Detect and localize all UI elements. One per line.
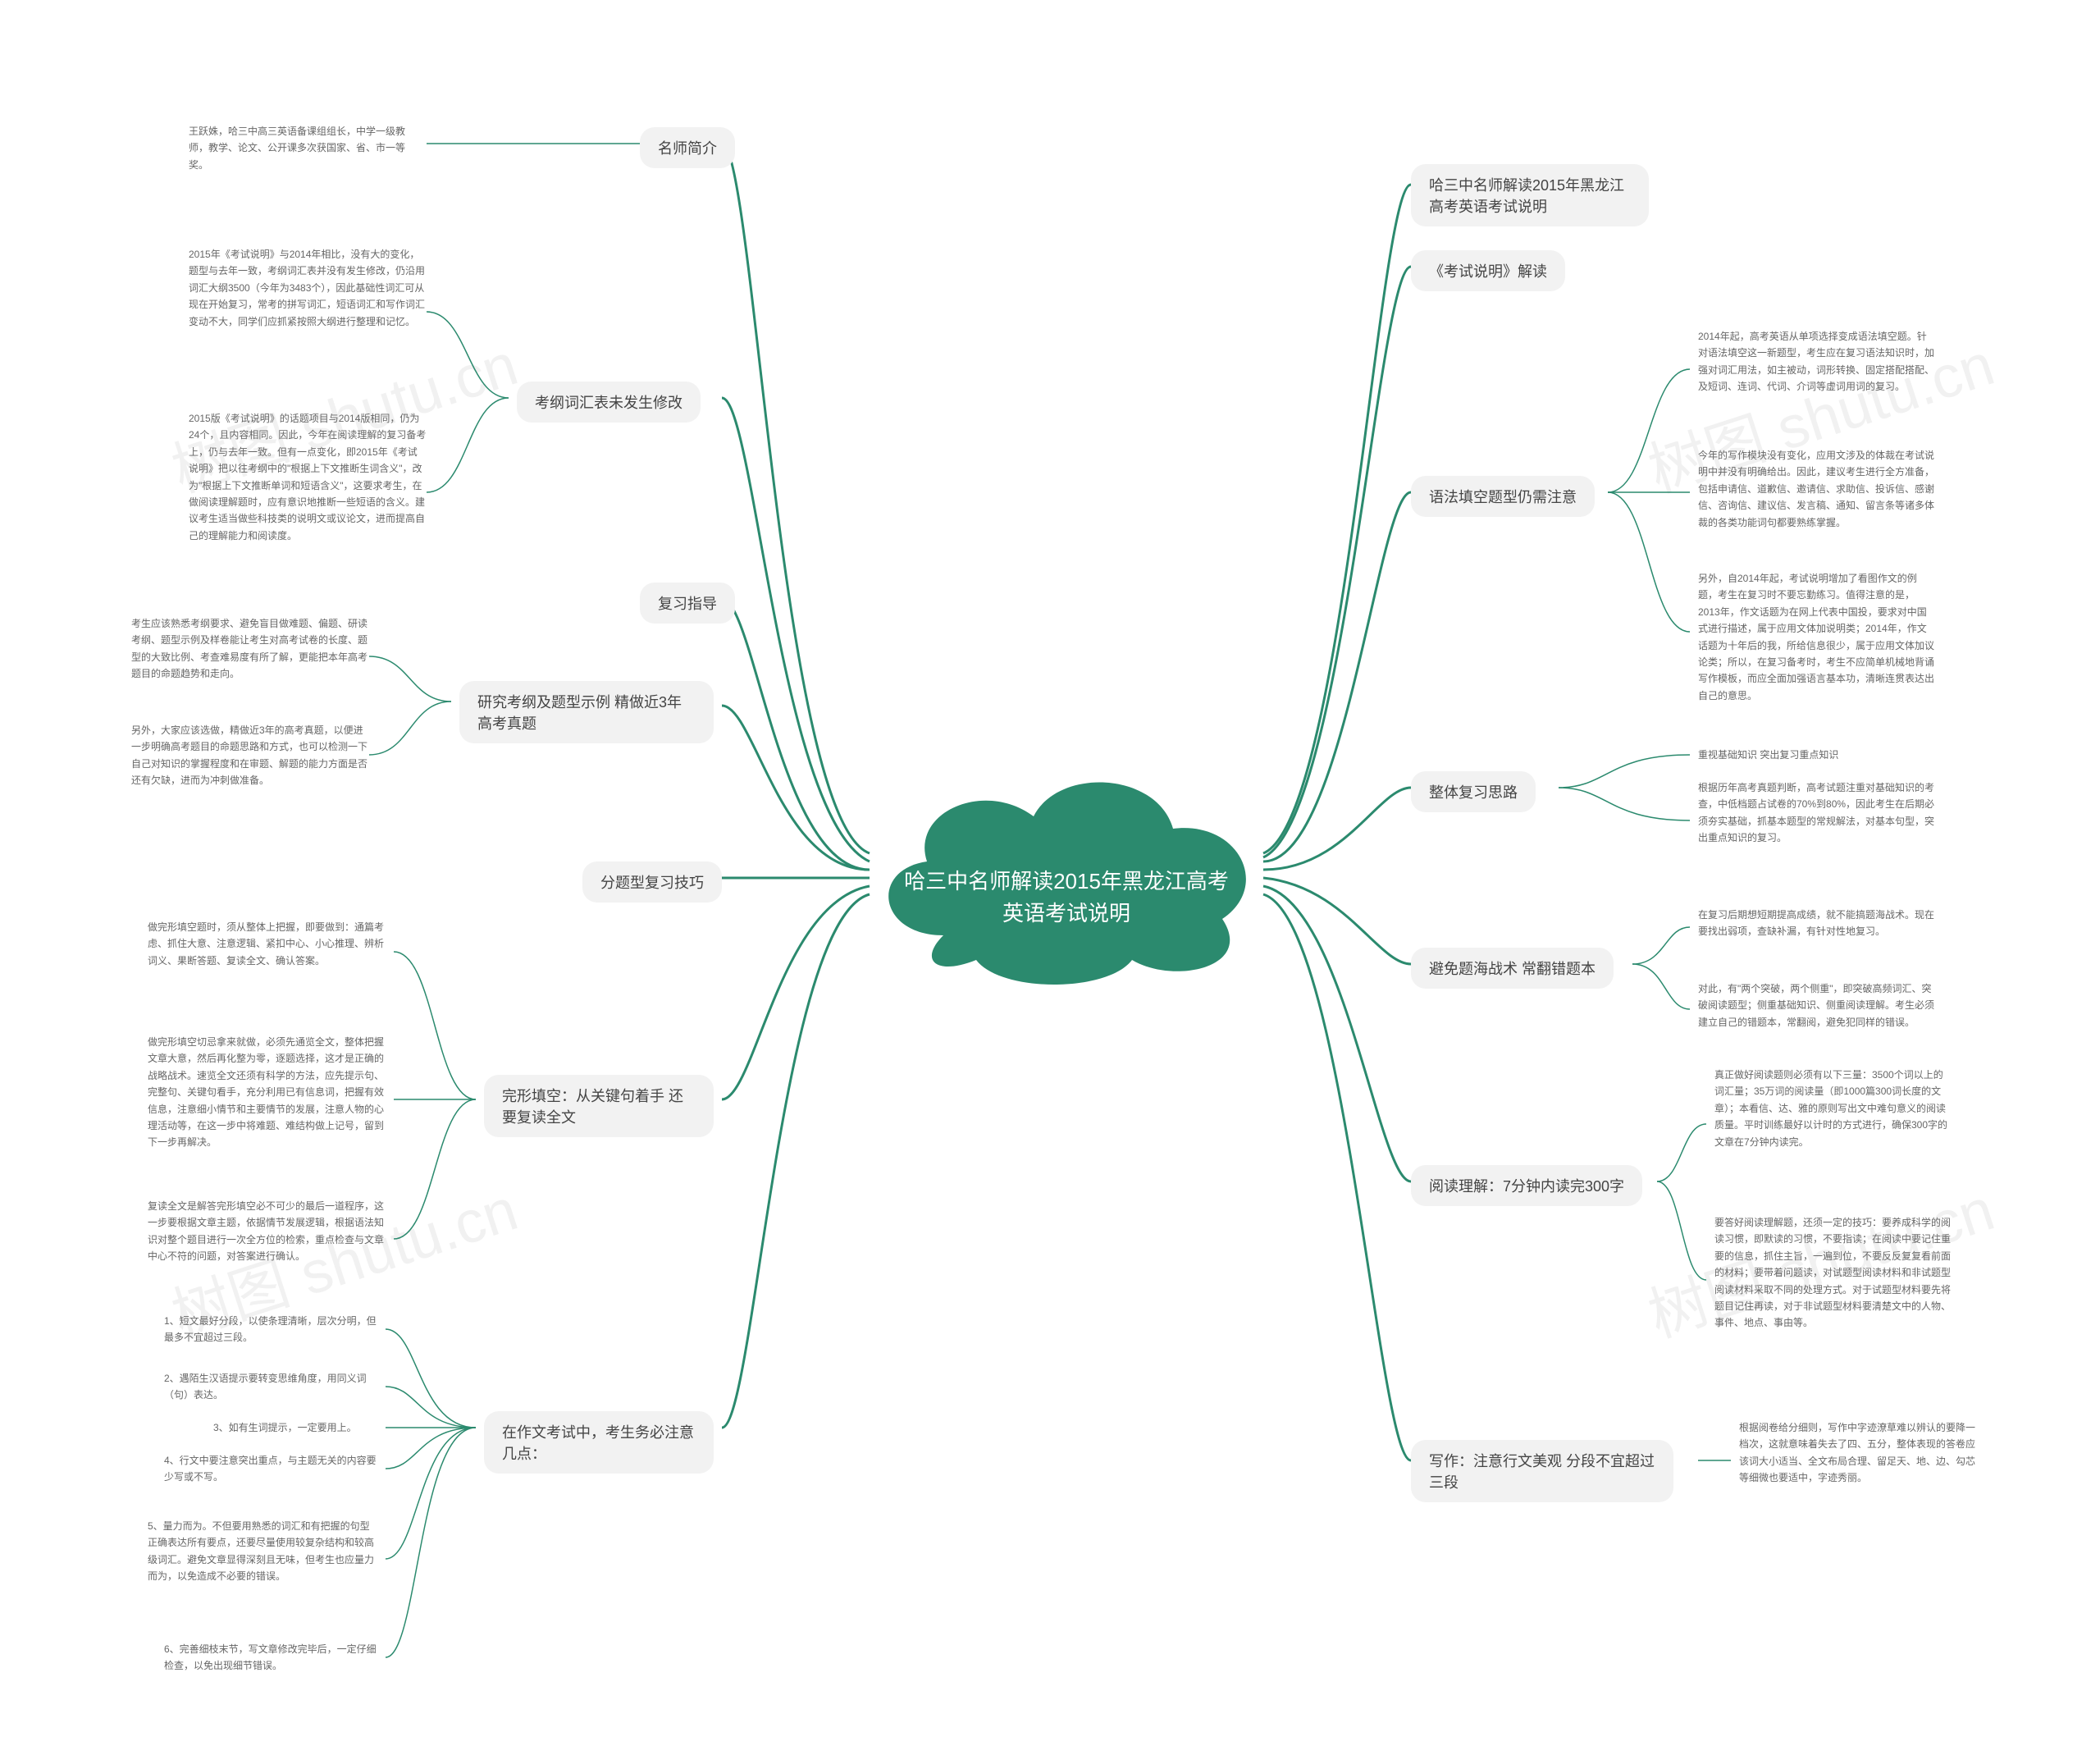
- node-r4: 整体复习思路: [1411, 771, 1536, 812]
- sub-l2b: [427, 398, 509, 492]
- leaf-essay1: 1、短文最好分段，以使条理清晰，层次分明，但最多不宜超过三段。: [164, 1313, 377, 1346]
- leaf-r3a: 2014年起，高考英语从单项选择变成语法填空题。针对语法填空这一新题型，考生应在…: [1698, 328, 1936, 395]
- leaf-essay6: 6、完善细枝末节，写文章修改完毕后，一定仔细检查，以免出现细节错误。: [164, 1641, 377, 1675]
- sub-r6a: [1657, 1124, 1706, 1181]
- node-r1: 哈三中名师解读2015年黑龙江高考英语考试说明: [1411, 164, 1649, 226]
- leaf-r6a: 真正做好阅读题则必须有以下三量：3500个词以上的词汇量；35万词的阅读量（即1…: [1714, 1067, 1952, 1150]
- leaf-r7a: 根据阅卷给分细则，写作中字迹潦草难以辨认的要降一档次，这就意味着失去了四、五分，…: [1739, 1419, 1977, 1487]
- sub-l2a: [427, 312, 509, 398]
- sub-l4b: [369, 701, 451, 755]
- leaf-cloze2: 做完形填空切忌拿来就做，必须先通览全文，整体把握文章大意，然后再化整为零，逐题选…: [148, 1034, 386, 1151]
- leaf-cloze3: 复读全文是解答完形填空必不可少的最后一道程序，这一步要根据文章主题，依据情节发展…: [148, 1198, 386, 1265]
- sub-l7a: [386, 1329, 476, 1428]
- node-r2: 《考试说明》解读: [1411, 250, 1565, 291]
- node-study-outline: 研究考纲及题型示例 精做近3年高考真题: [459, 681, 714, 743]
- node-teacher-intro: 名师简介: [640, 127, 735, 168]
- branch-r4: [1263, 788, 1411, 870]
- leaf-r4b: 根据历年高考真题判断，高考试题注重对基础知识的考查，中低档题占试卷的70%到80…: [1698, 779, 1936, 847]
- leaf-r3b: 今年的写作模块没有变化，应用文涉及的体裁在考试说明中并没有明确给出。因此，建议考…: [1698, 447, 1936, 531]
- center-title: 哈三中名师解读2015年黑龙江高考英语考试说明: [902, 866, 1230, 930]
- leaf-cloze1: 做完形填空题时，须从整体上把握，即要做到：通篇考虑、抓住大意、注意逻辑、紧扣中心…: [148, 919, 386, 969]
- sub-l6c: [394, 1099, 476, 1239]
- branch-r6: [1263, 886, 1411, 1181]
- leaf-essay2: 2、遇陌生汉语提示要转变思维角度，用同义词（句）表达。: [164, 1370, 377, 1404]
- sub-l7d: [386, 1428, 476, 1469]
- branch-l1: [722, 144, 870, 853]
- leaf-r3c: 另外，自2014年起，考试说明增加了看图作文的例题，考生在复习时不要忘勤练习。值…: [1698, 570, 1936, 704]
- leaf-essay5: 5、量力而为。不但要用熟悉的词汇和有把握的句型正确表达所有要点，还要尽量使用较复…: [148, 1518, 377, 1585]
- node-vocab: 考纲词汇表未发生修改: [517, 382, 701, 423]
- branch-l7: [722, 894, 870, 1428]
- sub-r5b: [1632, 964, 1690, 1009]
- node-question-type: 分题型复习技巧: [582, 861, 722, 903]
- leaf-essay4: 4、行文中要注意突出重点，与主题无关的内容要少写或不写。: [164, 1452, 377, 1486]
- sub-l7e: [386, 1428, 476, 1559]
- branch-r3: [1263, 492, 1411, 861]
- sub-r6b: [1657, 1181, 1706, 1280]
- center-node: 哈三中名师解读2015年黑龙江高考英语考试说明: [853, 755, 1280, 993]
- leaf-outline2: 另外，大家应该选做，精做近3年的高考真题，以便进一步明确高考题目的命题思路和方式…: [131, 722, 369, 789]
- leaf-r5a: 在复习后期想短期提高成绩，就不能搞题海战术。现在要找出弱项，查缺补漏，有针对性地…: [1698, 907, 1936, 940]
- leaf-r4a: 重视基础知识 突出复习重点知识: [1698, 747, 1936, 763]
- sub-l4a: [369, 656, 451, 701]
- node-r3: 语法填空题型仍需注意: [1411, 476, 1595, 517]
- sub-l7b: [386, 1387, 476, 1428]
- sub-l7f: [386, 1428, 476, 1657]
- sub-r4b: [1559, 788, 1690, 820]
- sub-r3a: [1608, 369, 1690, 492]
- node-r5: 避免题海战术 常翻错题本: [1411, 948, 1614, 989]
- sub-r4a: [1559, 755, 1690, 788]
- leaf-vocab2: 2015版《考试说明》的话题项目与2014版相同，仍为24个，且内容相同。因此，…: [189, 410, 427, 544]
- branch-r5: [1263, 878, 1411, 964]
- branch-l6: [722, 886, 870, 1099]
- node-review-guide: 复习指导: [640, 583, 735, 624]
- node-r6: 阅读理解：7分钟内读完300字: [1411, 1165, 1642, 1206]
- branch-l4: [722, 706, 870, 870]
- branch-r2: [1263, 267, 1411, 857]
- leaf-r6b: 要答好阅读理解题，还须一定的技巧：要养成科学的阅读习惯，即默读的习惯，不要指读；…: [1714, 1214, 1952, 1332]
- branch-l3: [722, 599, 870, 870]
- sub-l6a: [394, 952, 476, 1099]
- branch-r1: [1263, 185, 1411, 853]
- branch-l2: [722, 398, 870, 861]
- sub-r3c: [1608, 492, 1690, 632]
- branch-r7: [1263, 894, 1411, 1460]
- leaf-vocab1: 2015年《考试说明》与2014年相比，没有大的变化，题型与去年一致，考纲词汇表…: [189, 246, 427, 330]
- node-essay-tips: 在作文考试中，考生务必注意几点：: [484, 1411, 714, 1474]
- leaf-outline1: 考生应该熟悉考纲要求、避免盲目做难题、偏题、研读考纲、题型示例及样卷能让考生对高…: [131, 615, 369, 683]
- leaf-teacher: 王跃姝，哈三中高三英语备课组组长，中学一级教师，教学、论文、公开课多次获国家、省…: [189, 123, 418, 173]
- node-r7: 写作：注意行文美观 分段不宜超过三段: [1411, 1440, 1673, 1502]
- sub-r5a: [1632, 927, 1690, 964]
- node-cloze: 完形填空：从关键句着手 还要复读全文: [484, 1075, 714, 1137]
- leaf-r5b: 对此，有"两个突破，两个侧重"，即突破高频词汇、突破阅读题型；侧重基础知识、侧重…: [1698, 980, 1936, 1031]
- leaf-essay3: 3、如有生词提示，一定要用上。: [213, 1419, 377, 1436]
